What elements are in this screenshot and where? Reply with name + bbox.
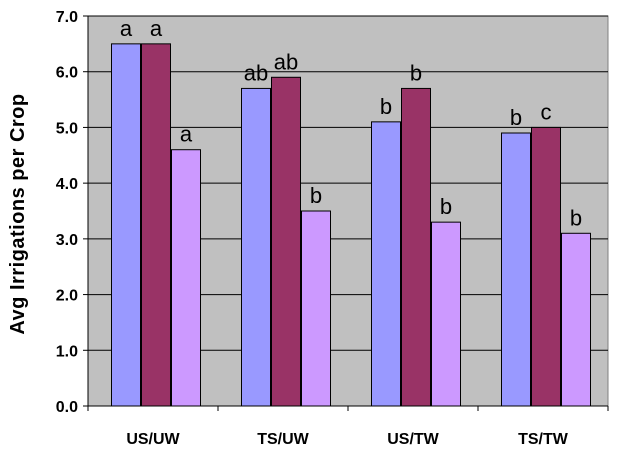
y-tick-label: 5.0 [56, 120, 78, 137]
bar [111, 43, 141, 407]
y-tick-label: 7.0 [56, 9, 78, 26]
data-label: b [510, 105, 522, 130]
y-tick-label: 3.0 [56, 232, 78, 249]
data-label: ab [244, 60, 268, 85]
bar [301, 210, 331, 407]
data-label: b [380, 94, 392, 119]
bar [501, 132, 531, 407]
data-label: a [120, 16, 133, 41]
data-label: b [570, 205, 582, 230]
bar [371, 121, 401, 407]
x-tick-label: US/TW [387, 431, 439, 448]
y-tick-label: 4.0 [56, 176, 78, 193]
bar [241, 87, 271, 407]
x-tick-label: US/UW [126, 431, 180, 448]
data-label: c [541, 99, 552, 124]
data-label: b [440, 194, 452, 219]
bar [141, 43, 171, 407]
y-axis-title: Avg Irrigations per Crop [7, 93, 29, 334]
y-tick-label: 1.0 [56, 343, 78, 360]
bar [561, 232, 591, 407]
x-tick-label: TS/UW [257, 431, 309, 448]
data-label: ab [274, 49, 298, 74]
bar [431, 221, 461, 407]
y-tick-label: 0.0 [56, 399, 78, 416]
x-tick-label: TS/TW [518, 431, 569, 448]
bar [401, 87, 431, 407]
bar [171, 149, 201, 407]
data-label: b [310, 183, 322, 208]
bar [531, 126, 561, 407]
y-tick-label: 6.0 [56, 65, 78, 82]
data-label: b [410, 60, 422, 85]
bar [271, 76, 301, 407]
data-label: a [150, 16, 163, 41]
data-label: a [180, 122, 193, 147]
y-tick-label: 2.0 [56, 288, 78, 305]
